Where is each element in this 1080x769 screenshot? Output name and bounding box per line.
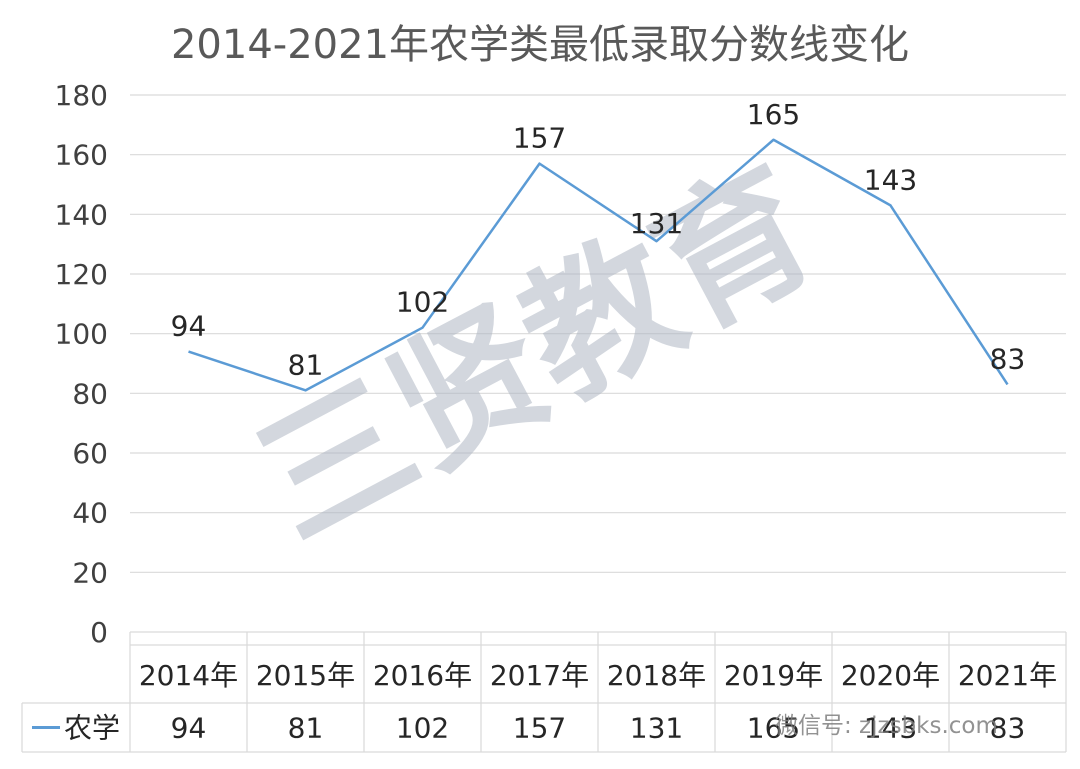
y-axis-ticks: 0 20 40 60 80 100 120 140 160 180 bbox=[55, 79, 108, 649]
data-table: 2014年 2015年 2016年 2017年 2018年 2019年 2020年 2021年… bbox=[21, 632, 1067, 753]
x-category-label: 2019年 bbox=[724, 659, 823, 692]
data-label: 83 bbox=[990, 342, 1026, 375]
table-value: 143 bbox=[864, 712, 917, 745]
table-value: 157 bbox=[513, 712, 566, 745]
x-category-label: 2014年 bbox=[139, 659, 238, 692]
data-label: 94 bbox=[171, 310, 207, 343]
y-tick-label: 180 bbox=[55, 79, 108, 112]
x-category-label: 2015年 bbox=[256, 659, 355, 692]
wechat-watermark: 微信号: zjzsbks.com bbox=[775, 713, 998, 739]
data-label: 131 bbox=[630, 207, 683, 240]
table-value: 94 bbox=[171, 712, 207, 745]
x-category-label: 2020年 bbox=[841, 659, 940, 692]
y-tick-label: 60 bbox=[72, 437, 108, 470]
legend-label: 农学 bbox=[64, 712, 120, 745]
x-category-label: 2021年 bbox=[958, 659, 1057, 692]
series-lines bbox=[188, 138, 1009, 392]
y-tick-label: 140 bbox=[55, 198, 108, 231]
y-tick-label: 100 bbox=[55, 318, 108, 351]
y-tick-label: 160 bbox=[55, 139, 108, 172]
table-value: 83 bbox=[990, 712, 1026, 745]
data-labels: 94 81 102 157 131 165 143 83 bbox=[171, 98, 1026, 382]
data-label: 81 bbox=[288, 348, 324, 381]
x-category-label: 2016年 bbox=[373, 659, 472, 692]
gridlines bbox=[130, 94, 1066, 633]
table-value: 81 bbox=[288, 712, 324, 745]
table-value: 131 bbox=[630, 712, 683, 745]
data-label: 143 bbox=[864, 163, 917, 196]
y-tick-label: 120 bbox=[55, 258, 108, 291]
data-label: 102 bbox=[396, 286, 449, 319]
table-value: 102 bbox=[396, 712, 449, 745]
x-category-label: 2017年 bbox=[490, 659, 589, 692]
chart-title: 2014-2021年农学类最低录取分数线变化 bbox=[170, 22, 910, 68]
series-line-农学 bbox=[188, 138, 1009, 392]
y-tick-label: 40 bbox=[72, 497, 108, 530]
y-tick-label: 20 bbox=[72, 556, 108, 589]
x-category-label: 2018年 bbox=[607, 659, 706, 692]
y-tick-label: 80 bbox=[72, 377, 108, 410]
y-tick-label: 0 bbox=[90, 616, 108, 649]
table-value: 165 bbox=[747, 712, 800, 745]
data-label: 165 bbox=[747, 98, 800, 131]
data-label: 157 bbox=[513, 122, 566, 155]
